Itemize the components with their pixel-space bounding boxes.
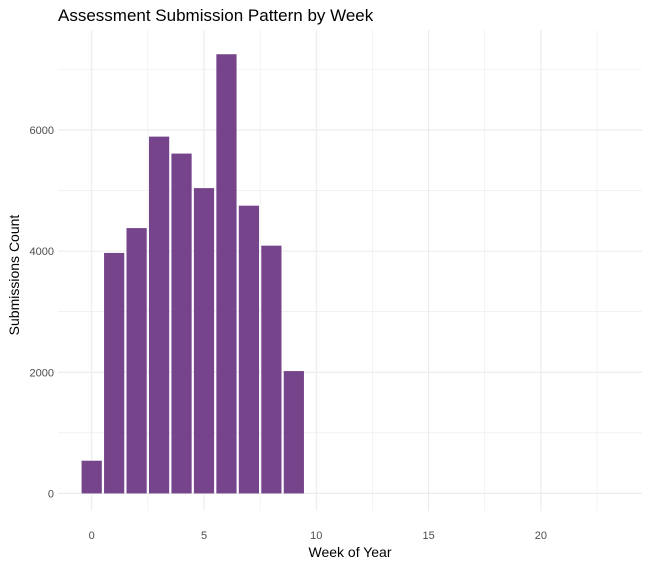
x-tick-label: 15	[422, 530, 434, 542]
y-tick-label: 6000	[30, 125, 54, 137]
x-tick-label: 10	[310, 530, 322, 542]
bar	[193, 188, 215, 494]
y-tick-label: 4000	[30, 246, 54, 258]
bar	[216, 54, 237, 494]
y-tick-label: 2000	[30, 367, 54, 379]
bar	[283, 371, 304, 494]
x-tick-label: 5	[201, 530, 207, 542]
x-axis-title: Week of Year	[308, 544, 391, 560]
bar	[148, 136, 170, 494]
bar	[171, 153, 192, 494]
bar	[238, 205, 260, 494]
bars	[81, 54, 304, 494]
bar	[261, 245, 282, 494]
y-axis-title: Submissions Count	[6, 215, 22, 336]
bar	[126, 228, 147, 494]
y-tick-label: 0	[48, 488, 54, 500]
x-tick-label: 0	[89, 530, 95, 542]
bar	[81, 460, 102, 494]
chart-title: Assessment Submission Pattern by Week	[58, 6, 374, 25]
y-tick-labels: 0 2000 4000 6000	[30, 125, 54, 500]
bar	[104, 252, 125, 494]
x-tick-label: 20	[535, 530, 547, 542]
x-tick-labels: 0 5 10 15 20	[89, 530, 547, 542]
